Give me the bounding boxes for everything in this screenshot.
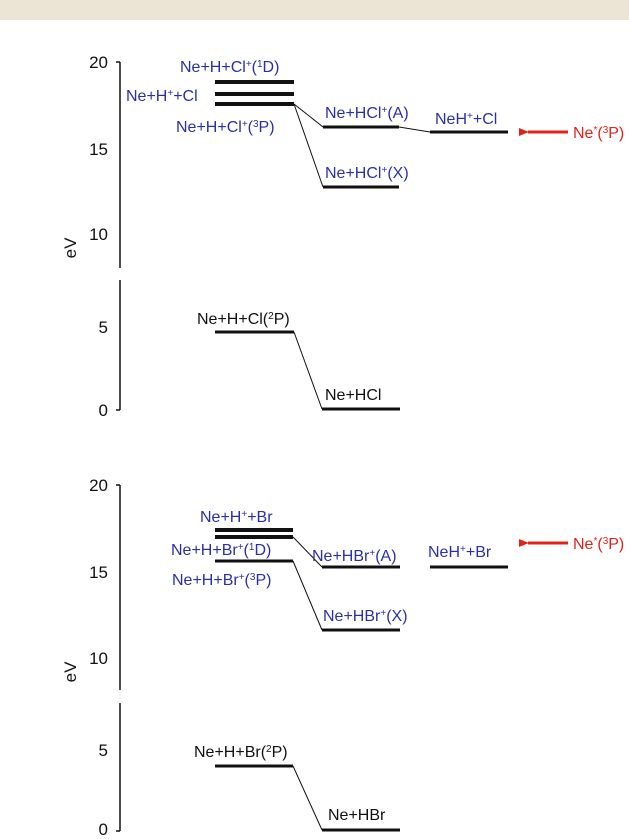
connector-line (293, 103, 324, 128)
connector-line (398, 126, 431, 133)
level-label-ne-hplus-cl: Ne+H++Cl (126, 88, 198, 106)
level-label-ne-h-cl-plus-3p: Ne+H+Cl+(3P) (176, 119, 275, 137)
level-label-ne-h-br-plus-1d: Ne+H+Br+(1D) (171, 542, 271, 560)
level-label-ne-h-cl-2p: Ne+H+Cl(2P) (197, 311, 290, 329)
connector-line (293, 331, 323, 410)
tick-label: 0 (99, 401, 108, 420)
level-label-ne-h-br-2p: Ne+H+Br(2P) (194, 744, 288, 762)
axis-unit-label: eV (61, 237, 80, 258)
level-label-ne-hcl-plus-a: Ne+HCl+(A) (325, 105, 409, 123)
tick-label: 20 (89, 476, 108, 495)
connector-line (292, 765, 323, 831)
tick-label: 15 (89, 563, 108, 582)
level-label-ne-hbr: Ne+HBr (328, 807, 386, 824)
level-label-ne-hbr-plus-a: Ne+HBr+(A) (312, 548, 397, 566)
panel-hbr: 20 15 10 5 0 eV Ne+H++Br Ne+H+Br+(1D) Ne… (61, 476, 624, 839)
connector-line (293, 103, 324, 188)
tick-label: 10 (89, 649, 108, 668)
tick-label: 15 (89, 140, 108, 159)
level-label-ne-hcl: Ne+HCl (325, 387, 381, 404)
level-label-ne-hcl-plus-x: Ne+HCl+(X) (325, 165, 409, 183)
excitation-label: Ne*(3P) (573, 125, 624, 143)
tick-label: 5 (99, 741, 108, 760)
connector-line (292, 560, 323, 631)
level-label-ne-hplus-br: Ne+H++Br (200, 509, 273, 527)
tick-label: 5 (99, 318, 108, 337)
tick-label: 10 (89, 225, 108, 244)
level-label-ne-h-cl-plus-1d: Ne+H+Cl+(1D) (180, 59, 279, 77)
axis-unit-label: eV (61, 661, 80, 682)
level-label-neh-plus-cl: NeH++Cl (435, 111, 497, 129)
tick-label: 20 (89, 53, 108, 72)
tick-label: 0 (99, 820, 108, 839)
excitation-label: Ne*(3P) (573, 536, 624, 554)
top-banner (0, 0, 629, 20)
level-label-ne-hbr-plus-x: Ne+HBr+(X) (323, 608, 408, 626)
level-label-neh-plus-br: NeH++Br (428, 544, 492, 562)
connector-line (292, 536, 323, 568)
level-label-ne-h-br-plus-3p: Ne+H+Br+(3P) (172, 572, 271, 590)
panel-hcl: 20 15 10 5 0 eV Ne+H+Cl+(1D) Ne+H++Cl Ne… (61, 53, 624, 420)
